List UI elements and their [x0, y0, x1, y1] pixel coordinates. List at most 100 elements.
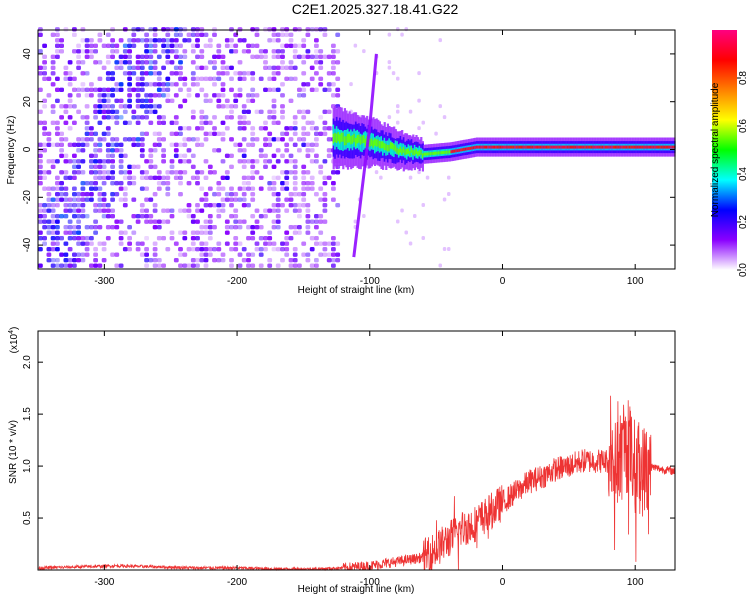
spectrogram-cell — [50, 241, 56, 246]
spectrogram-cell — [101, 131, 107, 136]
spectrogram-band-cell — [593, 145, 596, 149]
spectrogram-cell — [144, 38, 149, 43]
spectrogram-cell — [237, 27, 243, 32]
spectrogram-steep-line — [352, 53, 378, 258]
spectrogram-band-cell — [566, 145, 569, 149]
spectrogram-band-cell — [520, 145, 523, 149]
spectrogram-cell — [161, 93, 166, 98]
spectrogram-cell — [114, 43, 120, 48]
spectrogram-cell — [314, 131, 319, 136]
spectrogram-cell — [46, 219, 52, 224]
spectrogram-band-cell — [499, 145, 502, 149]
spectrogram-band-cell — [603, 145, 606, 149]
spectrogram-cell — [301, 252, 307, 257]
spectrogram-cell — [335, 258, 341, 263]
spectrogram-band-cell — [394, 145, 397, 152]
spectrogram-cell — [118, 87, 124, 92]
spectrogram-cell — [326, 137, 332, 142]
spectrogram-cell — [84, 54, 90, 59]
spectrogram-cell — [114, 181, 120, 186]
spectrogram-cell — [127, 236, 132, 241]
spectrogram-cell — [288, 32, 294, 37]
spectrogram-cell — [161, 115, 166, 120]
spectrogram-cell — [67, 263, 73, 268]
spectrogram-cell — [331, 241, 336, 246]
spectrogram-cell — [42, 60, 47, 65]
spectrogram-cell — [182, 142, 188, 147]
spectrogram-cell — [199, 186, 205, 191]
spectrogram-cell — [263, 159, 268, 164]
spectrogram-cell — [280, 137, 285, 142]
spectrogram-band-cell — [581, 145, 584, 149]
spectrogram-cell — [207, 98, 213, 103]
spectrogram-cell — [144, 159, 149, 164]
spectrogram-band-cell — [413, 150, 416, 156]
spectrogram-cell — [297, 54, 302, 59]
spectrogram-cell — [63, 230, 69, 235]
colorbar-tick-label: 0.6 — [738, 119, 749, 133]
spectrogram-cell — [314, 126, 319, 131]
spectrogram-cell — [305, 170, 311, 175]
spectrogram-cell — [216, 49, 222, 54]
spectrogram-cell — [50, 159, 56, 164]
spectrogram-cell — [250, 93, 256, 98]
spectrogram-cell — [42, 54, 47, 59]
spectrogram-cell — [280, 65, 285, 70]
spectrogram-band-cell — [657, 145, 660, 149]
spectrogram-cell — [301, 203, 307, 208]
spectrogram-band-cell — [362, 135, 366, 143]
spectrogram-cell — [144, 98, 149, 103]
spectrogram-cell — [284, 32, 290, 37]
spectrogram-cell — [50, 104, 56, 109]
spectrogram-cell — [301, 164, 307, 169]
spectrogram-cell — [229, 164, 234, 169]
spectrogram-cell — [67, 247, 73, 252]
spectrogram-cell — [246, 236, 251, 241]
spectrogram-cell — [182, 98, 188, 103]
spectrogram-cell — [63, 263, 69, 268]
spectrogram-cell — [93, 142, 98, 147]
spectrogram-cell — [110, 214, 115, 219]
spectrogram-cell — [233, 71, 239, 76]
spectrogram-cell — [110, 71, 115, 76]
spectrogram-cell — [76, 208, 81, 213]
spectrogram-band-cell — [604, 145, 608, 149]
spectrogram-cell — [38, 219, 43, 224]
spectrogram-cell — [190, 230, 196, 235]
spectrogram-cell — [50, 60, 56, 65]
spectrogram-cell — [241, 109, 247, 114]
spectrogram-cell — [195, 27, 200, 32]
spectrogram-cell — [76, 93, 81, 98]
spectrogram-cell — [144, 54, 149, 59]
spectrogram-cell — [199, 197, 205, 202]
spectrogram-cell — [178, 230, 183, 235]
spectrogram-cell — [314, 38, 319, 43]
spectrogram-cell — [93, 104, 98, 109]
spectrogram-band-cell — [369, 139, 372, 147]
spectrogram-band-cell — [569, 145, 573, 149]
spectrogram-cell — [195, 175, 200, 180]
spectrogram-cell — [55, 142, 60, 147]
spectrogram-cell — [331, 252, 336, 257]
spectrogram-cell — [80, 181, 86, 186]
spectrogram-cell — [135, 219, 141, 224]
spectrogram-cell — [173, 241, 179, 246]
spectrogram-cell — [417, 71, 421, 76]
spectrogram-cell — [233, 93, 239, 98]
spectrogram-cell — [314, 214, 319, 219]
spectrogram-cell — [148, 164, 154, 169]
spectrogram-cell — [148, 175, 154, 180]
spectrogram-cell — [122, 203, 128, 208]
spectrogram-band-cell — [640, 145, 643, 149]
spectrogram-cell — [105, 142, 111, 147]
spectrogram-cell — [263, 54, 268, 59]
spectrogram-band-cell — [458, 148, 461, 152]
x-tick-label: 100 — [627, 577, 644, 588]
spectrogram-cell — [292, 225, 298, 230]
spectrogram-cell — [173, 175, 179, 180]
spectrogram-cell — [67, 82, 73, 87]
spectrogram-cell — [122, 192, 128, 197]
spectrogram-cell — [101, 93, 107, 98]
spectrogram-band-cell — [563, 145, 566, 149]
spectrogram-cell — [93, 219, 98, 224]
